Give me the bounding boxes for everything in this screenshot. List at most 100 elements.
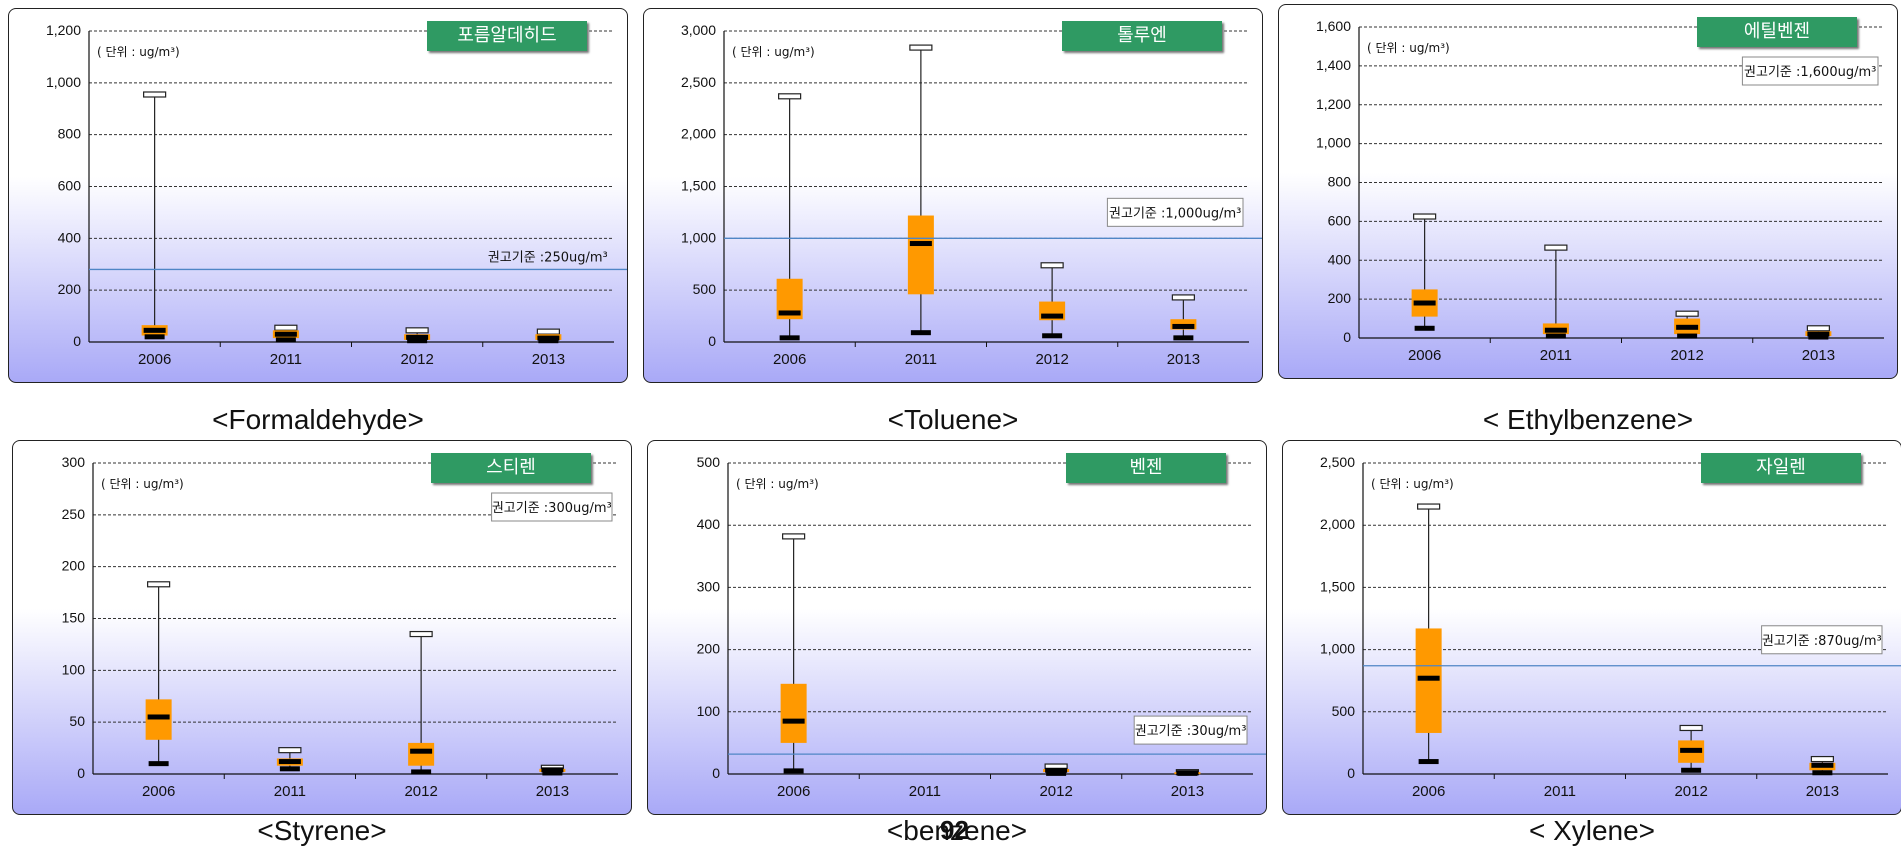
y-tick-label: 500	[1332, 703, 1356, 719]
y-tick-label: 2,500	[1320, 454, 1355, 470]
y-tick-label: 1,400	[1316, 57, 1351, 73]
y-tick-label: 250	[62, 506, 86, 522]
chart-title-badge: 벤젠	[1066, 453, 1226, 483]
box-min-cap	[542, 770, 563, 776]
chart-svg-benzene: 0 100 200 300 400 500 2006 2011 2012 2013 권고기준 :30…	[697, 454, 1266, 800]
box-min-cap	[1681, 767, 1702, 773]
box-max-cap	[409, 630, 433, 638]
y-tick-label: 200	[697, 641, 721, 657]
box-max-cap	[278, 747, 302, 754]
chart-panel-benzene: 0 100 200 300 400 500 2006 2011 2012 2013 권고기준 :30…	[647, 440, 1267, 815]
caption-formaldehyde: <Formaldehyde>	[212, 404, 424, 435]
y-tick-label: 1,200	[1316, 96, 1351, 112]
y-tick-label: 500	[693, 281, 717, 297]
x-tick-label: 2006	[142, 783, 175, 800]
caption-benzene: <benzene>	[886, 815, 1028, 846]
x-tick-label: 2006	[773, 351, 806, 368]
chart-title-badge: 톨루엔	[1062, 21, 1222, 51]
box-median	[1045, 767, 1068, 773]
standard-label: 권고기준 :870ug/m³	[1762, 634, 1882, 649]
box-median	[1676, 324, 1699, 330]
box-iqr	[780, 683, 807, 743]
box-iqr	[907, 215, 934, 295]
unit-label: ( 단위 : ug/m³)	[1371, 477, 1454, 491]
box-median	[1413, 300, 1436, 306]
y-tick-label: 0	[77, 765, 85, 781]
box-median	[1680, 747, 1703, 753]
box-max-cap	[1806, 325, 1830, 332]
y-tick-label: 1,000	[1320, 641, 1355, 657]
x-tick-label: 2012	[1674, 783, 1707, 800]
box-max-cap	[1040, 262, 1064, 269]
chart-panel-toluene: 0 500 1,000 1,500 2,000 2,500 3,000 2006 2011 201…	[643, 8, 1263, 383]
standard-label: 권고기준 :1,600ug/m³	[1744, 65, 1876, 80]
y-tick-label: 100	[62, 661, 86, 677]
x-tick-label: 2012	[1670, 347, 1703, 364]
y-tick-label: 0	[1347, 765, 1355, 781]
box-median	[1172, 323, 1195, 329]
box-median	[410, 748, 433, 754]
unit-label: ( 단위 : ug/m³)	[97, 45, 180, 59]
box-max-cap	[1171, 294, 1195, 301]
x-tick-label: 2013	[532, 351, 565, 368]
y-tick-label: 0	[1343, 329, 1351, 345]
standard-label-box	[1761, 625, 1883, 655]
box-min-cap	[1418, 759, 1439, 765]
x-tick-label: 2013	[1167, 351, 1200, 368]
y-tick-label: 3,000	[681, 22, 716, 38]
y-tick-label: 1,500	[681, 178, 716, 194]
y-tick-label: 600	[58, 178, 82, 194]
x-tick-label: 2006	[1412, 783, 1445, 800]
y-tick-label: 1,600	[1316, 18, 1351, 34]
box-max-cap	[778, 93, 802, 100]
y-tick-label: 2,000	[1320, 516, 1355, 532]
chart-panel-xylene: 0 500 1,000 1,500 2,000 2,500 2006 2011 2012 2013…	[1282, 440, 1901, 815]
box-median	[278, 759, 301, 765]
box-median	[782, 718, 805, 724]
box-median	[1807, 331, 1830, 337]
standard-label-box	[1106, 197, 1244, 227]
chart-title-badge: 에틸벤젠	[1697, 17, 1857, 47]
unit-label: ( 단위 : ug/m³)	[732, 45, 815, 59]
y-tick-label: 0	[73, 333, 81, 349]
x-tick-label: 2013	[1806, 783, 1839, 800]
y-tick-label: 600	[1328, 212, 1352, 228]
x-tick-label: 2011	[1540, 347, 1572, 364]
chart-svg-ethylbenzene: 0 200 400 600 800 1,000 1,200 1,400 1,600 2006 201…	[1316, 18, 1884, 364]
y-tick-label: 400	[58, 229, 82, 245]
x-tick-label: 2011	[905, 351, 937, 368]
caption-styrene: <Styrene>	[257, 815, 387, 846]
box-min-cap	[1812, 770, 1833, 776]
standard-label: 권고기준 :30ug/m³	[1135, 724, 1247, 739]
box-min-cap	[1177, 770, 1198, 776]
y-tick-label: 150	[62, 610, 86, 626]
x-tick-label: 2012	[1039, 783, 1072, 800]
x-tick-label: 2013	[1171, 783, 1204, 800]
box-max-cap	[1413, 213, 1437, 220]
y-tick-label: 2,000	[681, 126, 716, 142]
standard-label-box	[1133, 715, 1248, 745]
box-max-cap	[147, 581, 171, 588]
box-min-cap	[1414, 325, 1435, 331]
y-tick-label: 50	[69, 713, 85, 729]
box-max-cap	[143, 91, 167, 98]
y-tick-label: 200	[1328, 290, 1352, 306]
caption-ethylbenzene: < Ethylbenzene>	[1482, 404, 1694, 435]
chart-title-badge: 스티렌	[431, 453, 591, 483]
standard-label: 권고기준 :250ug/m³	[488, 250, 608, 265]
caption-toluene: <Toluene>	[887, 404, 1019, 435]
chart-svg-xylene: 0 500 1,000 1,500 2,000 2,500 2006 2011 2012 2013…	[1320, 454, 1901, 800]
caption-xylene: < Xylene>	[1528, 815, 1656, 846]
box-max-cap	[1544, 244, 1568, 251]
box-min-cap	[279, 766, 300, 772]
box-median	[1811, 762, 1834, 768]
box-median	[143, 327, 166, 333]
box-min-cap	[144, 334, 165, 340]
y-tick-label: 400	[1328, 251, 1352, 267]
unit-label: ( 단위 : ug/m³)	[101, 477, 184, 491]
box-min-cap	[779, 335, 800, 341]
box-iqr	[145, 699, 172, 740]
y-tick-label: 200	[58, 281, 82, 297]
y-tick-label: 300	[697, 578, 721, 594]
y-tick-label: 1,000	[681, 229, 716, 245]
